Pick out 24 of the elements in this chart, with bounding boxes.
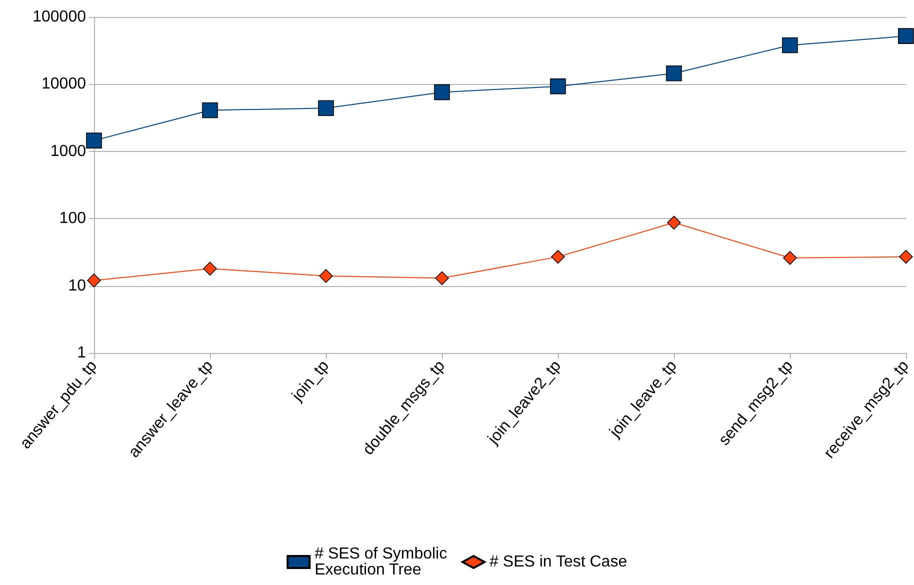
point xyxy=(435,271,449,286)
point xyxy=(86,132,102,148)
y-tick-label: 10000 xyxy=(42,76,86,93)
point xyxy=(898,28,914,44)
point xyxy=(666,65,682,82)
point xyxy=(319,269,333,283)
y-tick-label: 10 xyxy=(68,277,86,294)
point xyxy=(203,262,217,276)
point xyxy=(318,100,334,116)
point xyxy=(87,274,101,288)
point xyxy=(550,78,566,94)
legend-label: # SES of Symbolic Execution Tree xyxy=(314,546,452,578)
y-tick-label: 100000 xyxy=(32,8,86,26)
legend-label: # SES in Test Case xyxy=(490,554,628,570)
point xyxy=(899,250,913,264)
y-tick-label: 100 xyxy=(59,210,86,228)
point xyxy=(551,250,565,264)
point xyxy=(782,37,798,54)
point xyxy=(667,216,681,230)
point xyxy=(202,102,218,118)
y-tick-label: 1 xyxy=(77,344,86,362)
point xyxy=(783,251,797,265)
point xyxy=(434,84,450,100)
y-tick-label: 1000 xyxy=(50,142,86,160)
